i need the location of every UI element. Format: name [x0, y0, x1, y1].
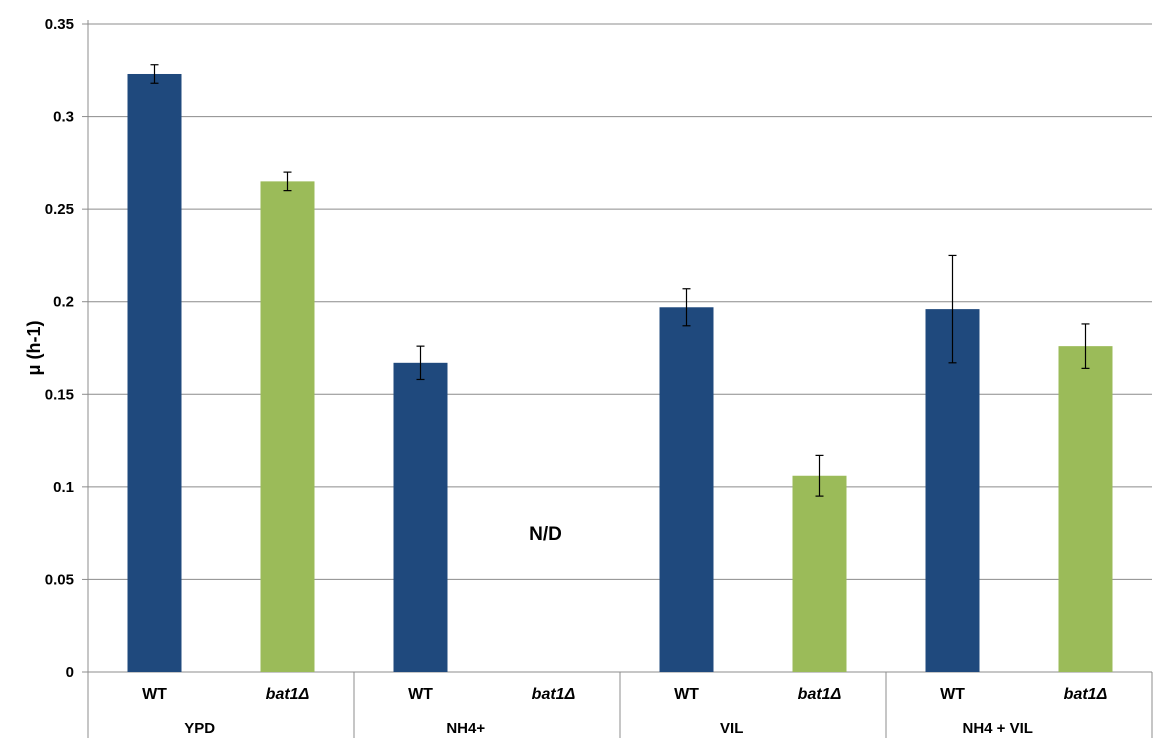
group-label: NH4+: [446, 720, 485, 737]
y-axis-label: μ (h-1): [24, 320, 44, 375]
gridlines: [88, 23, 1152, 580]
bar: [393, 362, 448, 672]
y-tick-label: 0.25: [45, 201, 74, 218]
bar: [925, 309, 980, 672]
y-tick-labels: 0 0.05 0.1 0.15 0.2 0.25 0.3 0.35: [45, 16, 74, 681]
annotations: N/D: [529, 524, 562, 545]
group-label: YPD: [184, 720, 215, 737]
bar: [260, 181, 315, 672]
y-tick-label: 0.1: [53, 479, 74, 496]
group-label: NH4 + VIL: [963, 720, 1033, 737]
x-category-label: WT: [940, 686, 965, 703]
bar: [792, 475, 847, 672]
y-tick-label: 0: [66, 664, 74, 681]
x-category-label: WT: [674, 686, 699, 703]
y-tick-label: 0.3: [53, 109, 74, 126]
group-label: VIL: [720, 720, 743, 737]
bars: [127, 73, 1113, 672]
x-category-label: bat1Δ: [532, 686, 576, 703]
bar: [127, 73, 182, 672]
x-category-label: WT: [142, 686, 167, 703]
y-tick-label: 0.35: [45, 16, 74, 33]
x-category-label: bat1Δ: [266, 686, 310, 703]
x-category-label: WT: [408, 686, 433, 703]
y-tick-label: 0.2: [53, 294, 74, 311]
bar: [659, 307, 714, 672]
y-tick-label: 0.15: [45, 386, 74, 403]
x-category-label: bat1Δ: [798, 686, 842, 703]
annotation-nd: N/D: [529, 524, 562, 545]
bar: [1058, 346, 1113, 672]
x-category-labels: WT bat1Δ YPD WT bat1Δ NH4+ WT bat1Δ VIL WT bat1Δ NH…: [142, 686, 1108, 737]
y-tick-label: 0.05: [45, 571, 74, 588]
axes: [82, 20, 1153, 738]
error-bars: [150, 64, 1090, 497]
x-category-label: bat1Δ: [1064, 686, 1108, 703]
